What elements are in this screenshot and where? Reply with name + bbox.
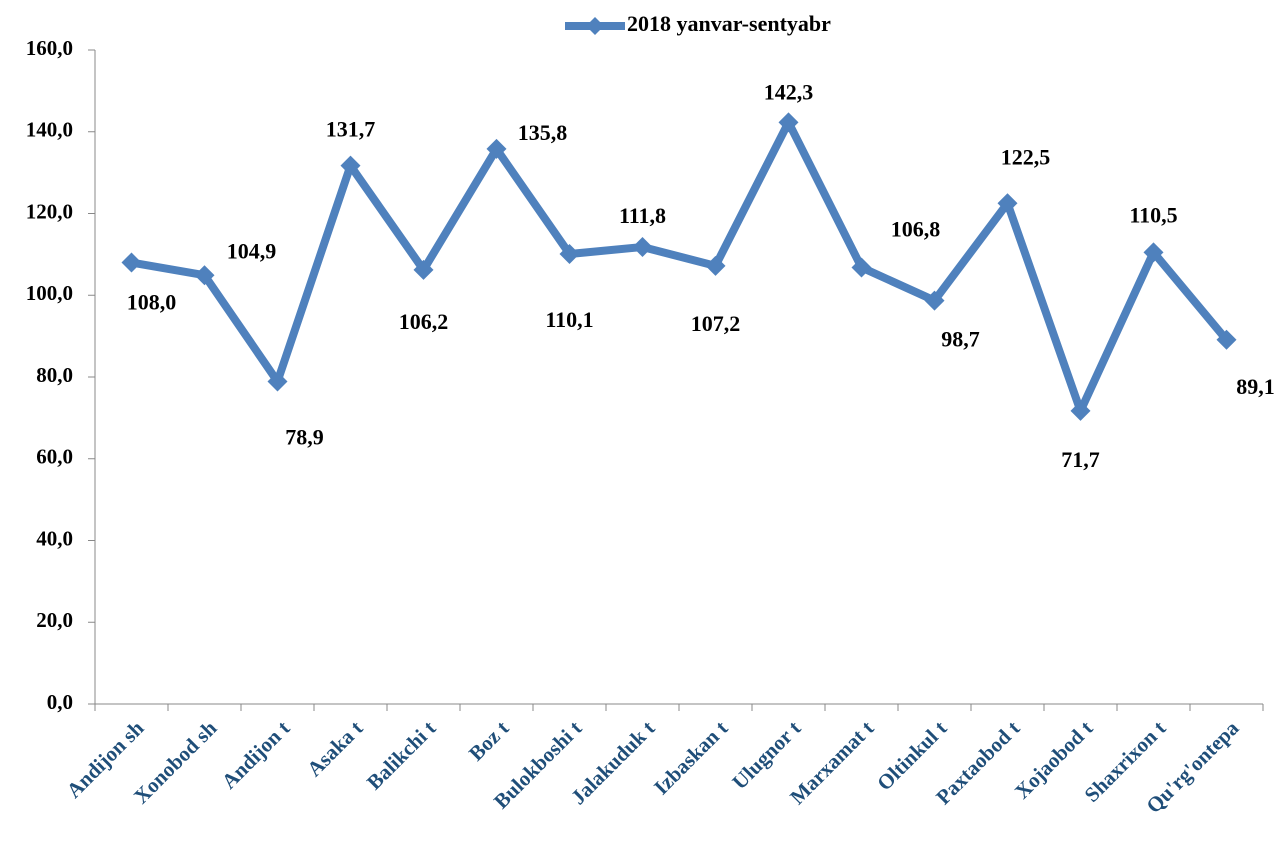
y-tick-label: 80,0	[36, 363, 73, 387]
marker	[851, 257, 872, 278]
y-tick-label: 120,0	[26, 199, 73, 223]
y-tick-label: 0,0	[47, 690, 73, 714]
data-label: 110,5	[1129, 202, 1177, 227]
legend-marker	[586, 17, 604, 35]
x-tick-label: Balikchi t	[362, 716, 440, 794]
marker	[1070, 400, 1091, 421]
data-label: 135,8	[518, 120, 568, 145]
marker	[267, 371, 288, 392]
y-tick-label: 40,0	[36, 526, 73, 550]
marker	[486, 138, 507, 159]
data-label: 111,8	[619, 203, 666, 228]
data-label: 107,2	[691, 311, 741, 336]
data-label: 142,3	[764, 79, 814, 104]
y-tick-label: 140,0	[26, 118, 73, 142]
marker	[778, 112, 799, 133]
data-label: 106,2	[399, 309, 449, 334]
marker	[413, 259, 434, 280]
marker	[194, 265, 215, 286]
marker	[559, 243, 580, 264]
data-label: 106,8	[891, 217, 941, 242]
marker	[1216, 329, 1237, 350]
data-label: 71,7	[1061, 447, 1100, 472]
data-label: 98,7	[941, 327, 980, 352]
data-label: 110,1	[545, 307, 593, 332]
data-label: 131,7	[326, 117, 376, 142]
x-tick-label: Boz t	[464, 716, 514, 766]
y-tick-label: 160,0	[26, 36, 73, 60]
x-tick-label: Asaka t	[302, 716, 367, 781]
data-label: 78,9	[285, 425, 324, 450]
x-tick-label: Andijon t	[217, 716, 295, 794]
legend-label: 2018 yanvar-sentyabr	[627, 11, 831, 36]
y-tick-label: 20,0	[36, 608, 73, 632]
marker	[340, 155, 361, 176]
data-label: 108,0	[127, 290, 177, 315]
marker	[121, 252, 142, 273]
y-tick-label: 100,0	[26, 281, 73, 305]
marker	[1143, 242, 1164, 263]
marker	[632, 237, 653, 258]
data-label: 122,5	[1001, 144, 1051, 169]
y-tick-label: 60,0	[36, 445, 73, 469]
marker	[997, 193, 1018, 214]
x-tick-label: Izbaskan t	[649, 716, 732, 799]
marker	[705, 255, 726, 276]
marker	[924, 290, 945, 311]
data-label: 104,9	[227, 238, 277, 263]
data-label: 89,1	[1236, 374, 1275, 399]
series-line	[130, 118, 1230, 415]
